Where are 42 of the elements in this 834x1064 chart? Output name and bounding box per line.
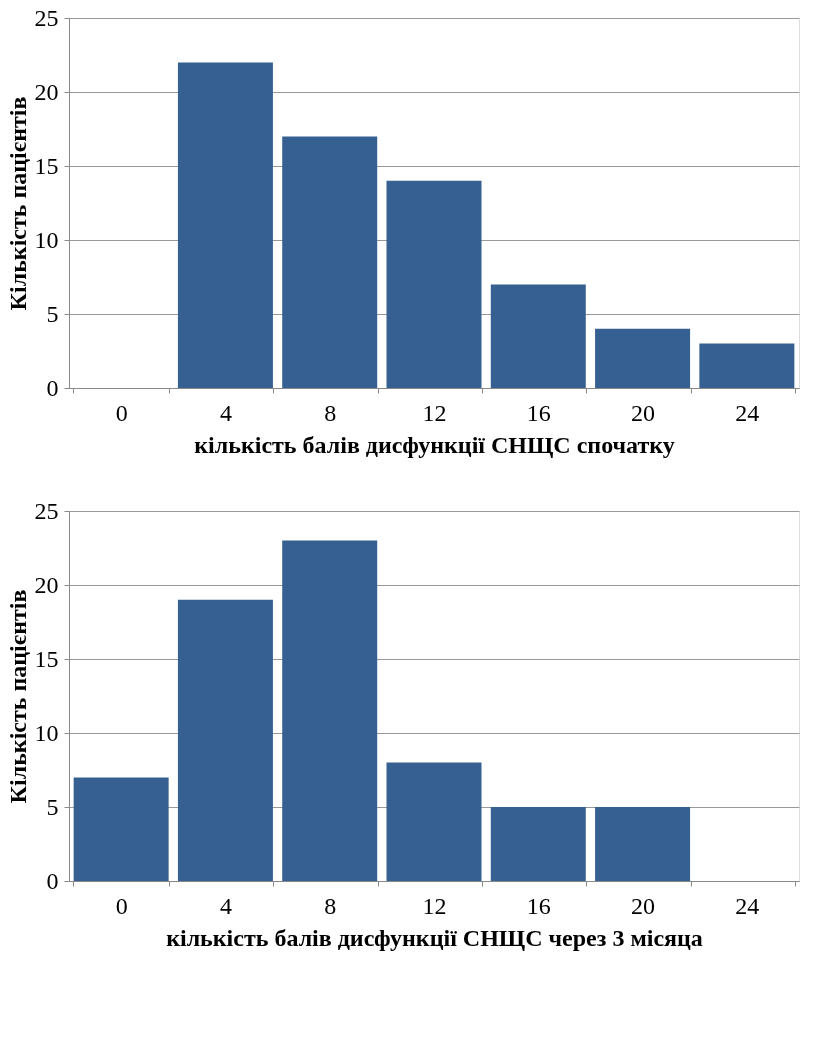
y-tick-label: 0 — [46, 374, 59, 401]
bar — [386, 762, 482, 881]
bar — [386, 180, 482, 388]
x-tick-label: 24 — [735, 399, 760, 426]
x-tick-label: 4 — [219, 399, 232, 426]
y-tick-label: 15 — [34, 152, 59, 179]
bar — [490, 807, 586, 881]
bar — [177, 599, 273, 881]
y-tick-label: 5 — [46, 300, 59, 327]
bar — [282, 540, 378, 881]
x-tick-label: 20 — [631, 399, 656, 426]
x-tick-label: 0 — [115, 892, 128, 919]
bar — [595, 328, 691, 388]
x-tick-label: 8 — [324, 399, 337, 426]
y-tick-label: 10 — [34, 226, 59, 253]
bar — [73, 777, 169, 881]
y-tick-label: 0 — [46, 867, 59, 894]
x-axis-title: кількість балів дисфункції СНЩС спочатку — [194, 431, 675, 458]
x-tick-label: 4 — [219, 892, 232, 919]
x-tick-label: 8 — [324, 892, 337, 919]
x-tick-label: 16 — [526, 892, 551, 919]
x-axis-title: кількість балів дисфункції СНЩС через 3 місяца — [166, 924, 703, 951]
bar — [177, 62, 273, 388]
y-tick-label: 10 — [34, 719, 59, 746]
y-tick-label: 20 — [34, 571, 59, 598]
bar — [490, 284, 586, 388]
x-tick-label: 16 — [526, 399, 551, 426]
y-tick-label: 5 — [46, 793, 59, 820]
y-tick-label: 20 — [34, 78, 59, 105]
x-tick-label: 24 — [735, 892, 760, 919]
bar — [282, 136, 378, 388]
y-axis-title: Кількість пацієнтів — [4, 96, 31, 311]
y-axis-title: Кількість пацієнтів — [4, 589, 31, 804]
x-tick-label: 0 — [115, 399, 128, 426]
y-tick-label: 25 — [34, 497, 59, 524]
bar — [699, 343, 795, 388]
x-tick-label: 12 — [422, 399, 447, 426]
y-tick-label: 15 — [34, 645, 59, 672]
bar — [595, 807, 691, 881]
y-tick-label: 25 — [34, 4, 59, 31]
x-tick-label: 12 — [422, 892, 447, 919]
x-tick-label: 20 — [631, 892, 656, 919]
